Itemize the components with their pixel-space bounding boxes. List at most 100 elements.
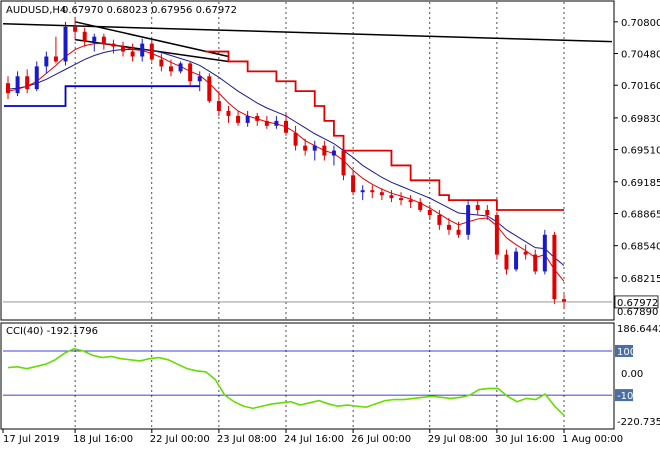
y-tick-label: 0.70160 bbox=[621, 81, 660, 92]
candle-body bbox=[130, 51, 135, 57]
cci-level-label: -100 bbox=[617, 391, 640, 402]
candle-body bbox=[303, 145, 308, 151]
candle-body bbox=[437, 214, 442, 225]
x-tick-label: 17 Jul 2019 bbox=[3, 434, 60, 445]
candle-body bbox=[63, 26, 68, 62]
y-tick-label: 0.68865 bbox=[621, 209, 660, 220]
candle-body bbox=[82, 31, 87, 42]
candle-body bbox=[111, 43, 116, 47]
candle-body bbox=[514, 251, 519, 270]
candle-body bbox=[466, 205, 471, 235]
candle-body bbox=[284, 120, 288, 133]
x-tick-label: 18 Jul 16:00 bbox=[73, 434, 133, 445]
cci-max-label: 186.6442 bbox=[617, 324, 660, 335]
candle-body bbox=[562, 299, 566, 303]
candle-body bbox=[331, 150, 336, 156]
cci-level-box bbox=[615, 344, 633, 357]
current-price-box bbox=[614, 295, 659, 309]
candle-body bbox=[245, 115, 250, 123]
candle-body bbox=[504, 254, 509, 270]
candle-body bbox=[188, 63, 193, 82]
candle-body bbox=[293, 132, 298, 146]
y-tick-label: 0.70480 bbox=[621, 50, 660, 61]
y-tick-label: 0.69510 bbox=[621, 146, 660, 157]
cci-min-label: -220.735 bbox=[617, 417, 660, 428]
candle-body bbox=[485, 210, 490, 215]
candle-body bbox=[370, 190, 375, 193]
cci-level-label: 100 bbox=[617, 347, 636, 358]
trendline bbox=[2, 23, 613, 43]
cci-line bbox=[7, 347, 565, 416]
x-tick-label: 23 Jul 08:00 bbox=[217, 434, 277, 445]
candle-body bbox=[475, 205, 480, 211]
ohlc-readout: 0.67970 0.68023 0.67956 0.67972 bbox=[62, 5, 237, 16]
y-tick-label: 0.69185 bbox=[621, 178, 660, 189]
candle-body bbox=[351, 175, 356, 193]
x-tick-label: 24 Jul 16:00 bbox=[284, 434, 344, 445]
candle-body bbox=[408, 200, 413, 203]
candle-body bbox=[341, 150, 346, 176]
candle-body bbox=[207, 76, 212, 102]
candle-body bbox=[25, 76, 30, 90]
pattern-line bbox=[74, 21, 229, 58]
cci-pane-frame bbox=[0, 322, 615, 430]
candle-body bbox=[533, 254, 538, 272]
candle-body bbox=[178, 63, 183, 72]
x-tick-label: 1 Aug 00:00 bbox=[562, 434, 623, 445]
y-tick-label: 0.69830 bbox=[621, 114, 660, 125]
axes: 17 Jul 2019 18 Jul 16:00 22 Jul 00:00 23 Ju… bbox=[2, 18, 660, 445]
candle-body bbox=[34, 66, 39, 90]
candle-body bbox=[312, 145, 317, 151]
lower-band-line bbox=[4, 85, 200, 107]
y-tick-label: 0.68540 bbox=[621, 242, 660, 253]
candle-body bbox=[274, 120, 279, 126]
x-tick-label: 26 Jul 00:00 bbox=[351, 434, 411, 445]
price-series bbox=[2, 16, 613, 310]
candle-body bbox=[15, 76, 20, 94]
candle-body bbox=[140, 43, 145, 57]
candle-body bbox=[168, 66, 173, 72]
candle-body bbox=[236, 115, 241, 123]
price-pane-frame bbox=[0, 0, 615, 321]
y-tick-label: 0.70800 bbox=[621, 18, 660, 29]
candle-body bbox=[92, 36, 97, 42]
candle-body bbox=[6, 83, 10, 94]
candle-body bbox=[264, 120, 269, 126]
price-pane-title: AUDUSD,H4 bbox=[6, 5, 66, 16]
candle-body bbox=[149, 43, 154, 60]
candle-body bbox=[101, 36, 106, 44]
candle-body bbox=[255, 115, 260, 121]
candle-body bbox=[399, 198, 404, 201]
candle-body bbox=[418, 202, 423, 211]
candle-body bbox=[360, 190, 365, 193]
grid bbox=[3, 2, 612, 427]
candle-body bbox=[322, 145, 327, 156]
candle-body bbox=[197, 76, 202, 82]
candle-body bbox=[44, 56, 49, 67]
candle-body bbox=[542, 234, 547, 272]
candle-body bbox=[216, 101, 221, 111]
candle-body bbox=[73, 26, 78, 32]
candle-body bbox=[494, 214, 499, 255]
x-tick-label: 22 Jul 00:00 bbox=[150, 434, 210, 445]
candle-body bbox=[226, 110, 231, 116]
candle-body bbox=[53, 56, 58, 62]
candle-body bbox=[121, 46, 126, 52]
cci-level-box bbox=[615, 389, 633, 402]
upper-band-line bbox=[205, 50, 564, 211]
cci-pane-title: CCI(40) -192.1796 bbox=[6, 326, 98, 337]
second-price-label: 0.67890 bbox=[617, 307, 658, 318]
current-price-label: 0.67972 bbox=[617, 298, 658, 309]
candle-body bbox=[446, 224, 451, 230]
candle-body bbox=[379, 192, 384, 196]
candle-body bbox=[389, 195, 394, 199]
candle-body bbox=[456, 229, 461, 235]
cci-series bbox=[7, 347, 565, 416]
cci-zero-label: 0.00 bbox=[621, 369, 643, 380]
candle-body bbox=[159, 59, 164, 67]
y-tick-label: 0.68215 bbox=[621, 274, 660, 285]
candle-body bbox=[523, 251, 528, 255]
candle-body bbox=[552, 234, 557, 300]
x-tick-label: 29 Jul 08:00 bbox=[428, 434, 488, 445]
